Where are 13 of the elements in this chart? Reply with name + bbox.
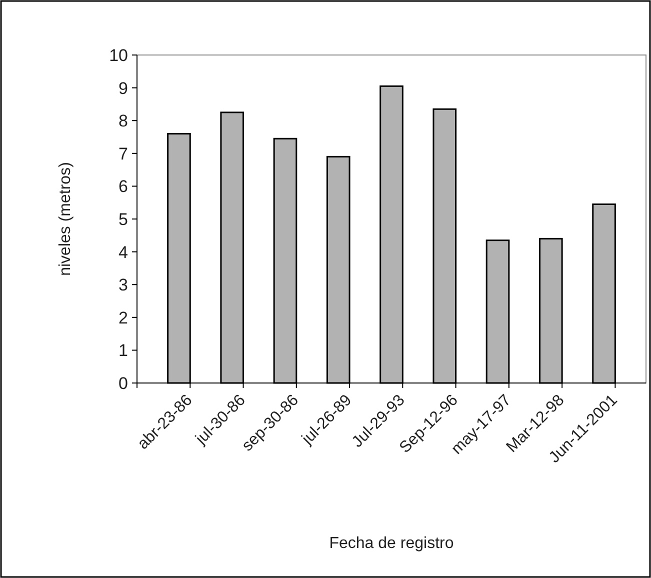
- y-tick-label: 2: [118, 308, 128, 328]
- y-tick-label: 8: [118, 112, 128, 131]
- x-axis-title: Fecha de registro: [329, 535, 454, 552]
- y-tick-label: 4: [118, 242, 128, 262]
- y-axis-title: niveles (metros): [57, 162, 74, 276]
- y-tick-label: 5: [118, 210, 128, 229]
- y-tick-label: 1: [118, 341, 128, 360]
- y-tick-label: 9: [118, 78, 128, 98]
- y-tick-label: 0: [118, 374, 128, 393]
- y-tick-label: 7: [118, 144, 128, 164]
- y-tick-label: 10: [109, 46, 128, 65]
- y-tick-label: 6: [118, 177, 128, 196]
- y-tick-label: 3: [118, 276, 128, 295]
